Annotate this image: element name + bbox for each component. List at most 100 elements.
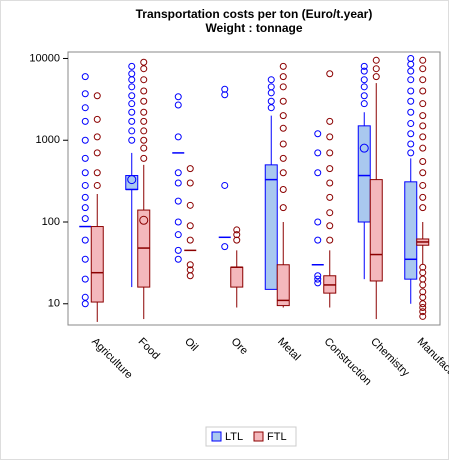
outlier xyxy=(326,133,334,141)
outlier xyxy=(372,65,380,73)
outlier xyxy=(186,266,194,274)
mean xyxy=(127,175,137,185)
outlier xyxy=(81,73,89,81)
outlier xyxy=(419,169,427,177)
outlier xyxy=(419,288,427,296)
outlier xyxy=(186,201,194,209)
outlier xyxy=(419,204,427,212)
outlier xyxy=(93,115,101,123)
outlier xyxy=(326,70,334,78)
outlier xyxy=(419,157,427,165)
outlier xyxy=(128,136,136,144)
mean xyxy=(139,215,149,225)
outlier xyxy=(314,169,322,177)
outlier xyxy=(314,279,322,287)
outlier xyxy=(326,222,334,230)
outlier xyxy=(140,136,148,144)
outlier xyxy=(93,169,101,177)
y-tick-label: 10 xyxy=(48,298,60,310)
outlier xyxy=(81,204,89,212)
box xyxy=(264,164,278,290)
outlier xyxy=(279,112,287,120)
outlier xyxy=(419,100,427,108)
outlier xyxy=(81,181,89,189)
outlier xyxy=(140,76,148,84)
outlier xyxy=(407,140,415,148)
outlier xyxy=(279,204,287,212)
outlier xyxy=(279,83,287,91)
y-tick-label: 100 xyxy=(42,216,60,228)
outlier xyxy=(81,236,89,244)
outlier xyxy=(326,236,334,244)
outlier xyxy=(360,83,368,91)
outlier xyxy=(93,133,101,141)
legend-frame xyxy=(205,426,297,447)
chart-title: Transportation costs per ton (Euro/t.yea… xyxy=(136,7,373,21)
outlier xyxy=(314,236,322,244)
outlier xyxy=(326,117,334,125)
outlier xyxy=(407,76,415,84)
outlier xyxy=(419,144,427,152)
outlier xyxy=(140,154,148,162)
outlier xyxy=(93,181,101,189)
outlier xyxy=(279,169,287,177)
outlier xyxy=(174,93,182,101)
box xyxy=(90,226,104,303)
outlier xyxy=(140,97,148,105)
outlier xyxy=(174,255,182,263)
outlier xyxy=(186,165,194,173)
box xyxy=(404,181,418,280)
outlier xyxy=(174,231,182,239)
outlier xyxy=(326,165,334,173)
outlier xyxy=(419,76,427,84)
outlier xyxy=(81,275,89,283)
outlier xyxy=(419,312,427,320)
outlier xyxy=(81,117,89,125)
outlier xyxy=(174,179,182,187)
outlier xyxy=(81,255,89,263)
outlier xyxy=(233,226,241,234)
outlier xyxy=(419,308,427,316)
outlier xyxy=(279,140,287,148)
outlier xyxy=(326,179,334,187)
outlier xyxy=(279,97,287,105)
outlier xyxy=(93,149,101,157)
outlier xyxy=(221,85,229,93)
outlier xyxy=(419,263,427,271)
outlier xyxy=(326,209,334,217)
outlier xyxy=(128,62,136,70)
outlier xyxy=(407,149,415,157)
chart-subtitle: Weight : tonnage xyxy=(205,21,302,35)
outlier xyxy=(419,193,427,201)
outlier xyxy=(372,73,380,81)
box xyxy=(125,175,139,190)
outlier xyxy=(81,193,89,201)
outlier xyxy=(419,133,427,141)
outlier xyxy=(233,236,241,244)
outlier xyxy=(140,144,148,152)
outlier xyxy=(372,56,380,64)
outlier xyxy=(407,54,415,62)
outlier xyxy=(419,87,427,95)
outlier xyxy=(81,90,89,98)
outlier xyxy=(419,293,427,301)
outlier xyxy=(314,275,322,283)
outlier xyxy=(407,108,415,116)
outlier xyxy=(140,108,148,116)
outlier xyxy=(128,70,136,78)
outlier xyxy=(360,100,368,108)
outlier xyxy=(221,243,229,251)
outlier xyxy=(128,108,136,116)
outlier xyxy=(233,231,241,239)
outlier xyxy=(279,154,287,162)
mean xyxy=(359,143,369,153)
outlier xyxy=(326,193,334,201)
outlier xyxy=(407,130,415,138)
outlier xyxy=(360,67,368,75)
outlier xyxy=(174,246,182,254)
outlier xyxy=(174,218,182,226)
outlier xyxy=(314,130,322,138)
outlier xyxy=(419,112,427,120)
box xyxy=(357,125,371,223)
